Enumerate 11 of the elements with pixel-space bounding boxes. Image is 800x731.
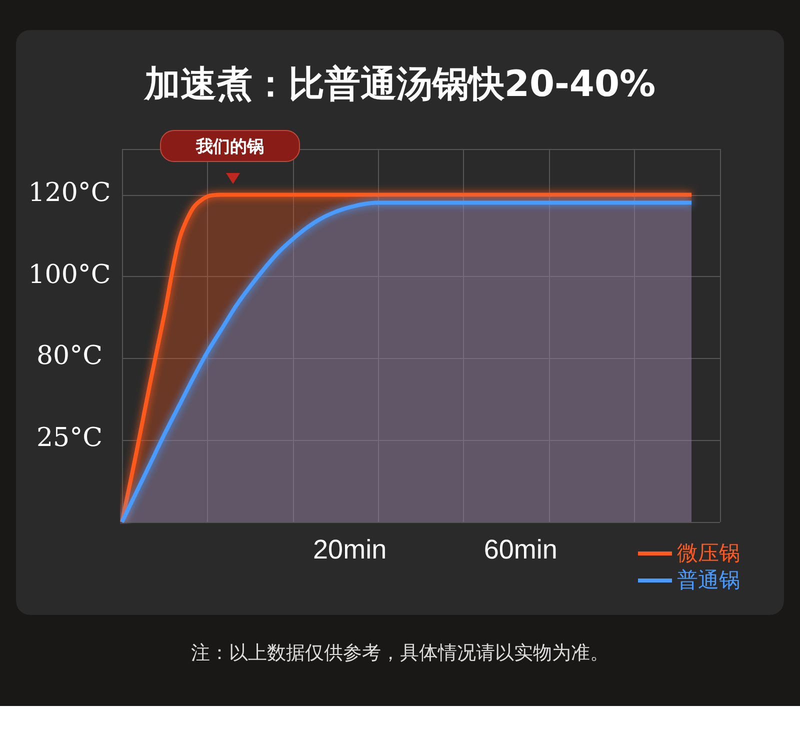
text: 我们的锅 — [160, 130, 300, 162]
chart-title: 加速煮：比普通汤锅快20-40% — [142, 63, 657, 107]
x-tick-label: 60min — [484, 534, 558, 564]
text: 100°C — [27, 260, 112, 290]
text: 25°C — [36, 423, 104, 454]
x-tick-label: 20min — [313, 534, 387, 564]
text: 80°C — [36, 341, 104, 372]
text: 注：以上数据仅供参考，具体情况请以实物为准。 — [190, 641, 610, 666]
text: 120°C — [27, 178, 112, 208]
legend-label: 微压锅 — [677, 542, 740, 565]
legend-label: 普通锅 — [677, 568, 740, 592]
